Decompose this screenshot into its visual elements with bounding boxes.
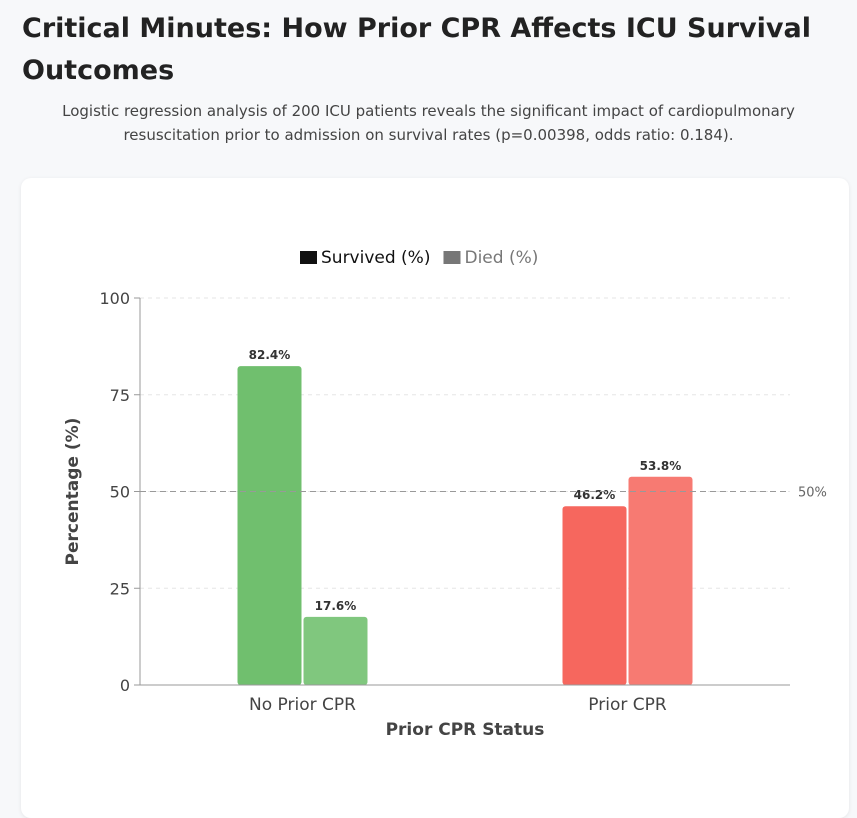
x-axis-title: Prior CPR Status — [386, 720, 545, 740]
bar-value-label: 82.4% — [249, 348, 291, 362]
data-labels: 82.4% 17.6% 46.2% 53.8% 50% — [140, 348, 827, 613]
legend[interactable]: Survived (%) Died (%) — [300, 248, 538, 268]
legend-item-label: Died (%) — [464, 248, 538, 268]
x-tick-label: Prior CPR — [588, 695, 667, 715]
y-tick-label: 100 — [99, 289, 130, 308]
y-tick-label: 50 — [110, 483, 130, 502]
legend-swatch — [443, 251, 461, 264]
y-tick-label: 75 — [110, 386, 130, 405]
bar-value-label: 53.8% — [640, 459, 682, 473]
page-title: Critical Minutes: How Prior CPR Affects … — [22, 13, 811, 86]
y-tick-label: 0 — [120, 676, 130, 695]
bar-chart: 0 25 50 75 100 No Prior CPR Prior CPR Prior CPR… — [63, 248, 827, 740]
x-tick-label: No Prior CPR — [249, 695, 356, 715]
bar — [237, 366, 302, 685]
y-axis-title: Percentage (%) — [63, 418, 83, 566]
bar-value-label: 17.6% — [315, 599, 357, 613]
bar — [562, 506, 627, 685]
bars — [237, 366, 693, 685]
y-tick-label: 25 — [110, 579, 130, 598]
legend-swatch — [300, 251, 317, 264]
chart-card: 0 25 50 75 100 No Prior CPR Prior CPR Prior CPR… — [21, 178, 849, 818]
bar-value-label: 46.2% — [574, 488, 616, 502]
page-subtitle: Logistic regression analysis of 200 ICU … — [62, 102, 795, 144]
bar — [628, 476, 693, 685]
legend-item-label: Survived (%) — [321, 248, 430, 268]
reference-line-label: 50% — [798, 486, 827, 501]
bar — [303, 616, 368, 685]
